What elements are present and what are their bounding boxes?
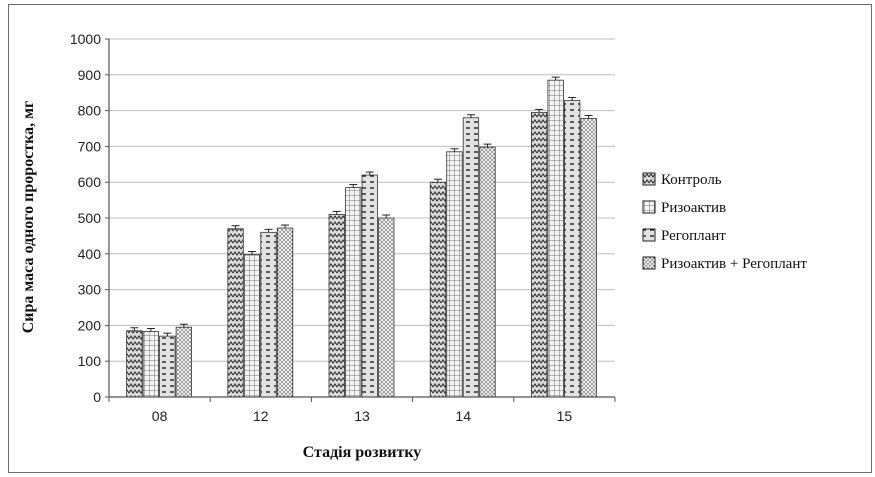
chart-frame: 0 100 200 300 400 500 600 700 800 900 1000 08 12 13 1… <box>8 4 872 473</box>
bar <box>276 227 294 398</box>
bar <box>479 146 496 398</box>
y-tick-label: 500 <box>78 210 102 226</box>
x-tick-label: 14 <box>455 408 471 424</box>
legend-label: Ризоактив + Регоплант <box>661 256 807 272</box>
y-tick-label: 100 <box>78 353 102 369</box>
x-tick-label: 08 <box>152 408 168 424</box>
bar <box>547 79 564 398</box>
bar <box>580 118 597 398</box>
y-tick-label: 400 <box>78 246 102 262</box>
y-tick-label: 300 <box>78 282 102 298</box>
x-tick-label: 12 <box>253 408 269 424</box>
bars <box>126 76 597 398</box>
bar <box>175 326 193 398</box>
x-tick-label: 15 <box>557 408 573 424</box>
x-tick-label: 13 <box>354 408 370 424</box>
legend-label: Контроль <box>661 172 722 188</box>
bar <box>361 174 378 398</box>
legend-swatch <box>642 256 656 270</box>
y-tick-label: 200 <box>78 317 102 333</box>
bar <box>243 254 261 398</box>
y-tick-label: 700 <box>78 138 102 154</box>
bar <box>462 117 480 398</box>
y-axis-label: Сира маса одного проростка, мг <box>20 101 37 334</box>
bar <box>531 111 548 398</box>
bar <box>429 181 447 398</box>
x-tick-labels: 08 12 13 14 15 <box>152 408 573 424</box>
bar <box>345 187 362 398</box>
bar <box>126 330 143 398</box>
legend: Контроль Ризоактив Регоплант Ризоактив + Ре… <box>642 172 807 272</box>
bar <box>159 335 176 398</box>
bar <box>328 214 345 398</box>
bar <box>564 100 581 398</box>
legend-swatch <box>642 228 656 242</box>
bar <box>227 228 244 398</box>
y-tick-label: 0 <box>93 389 101 405</box>
legend-label: Ризоактив <box>661 200 726 216</box>
bar-chart: 0 100 200 300 400 500 600 700 800 900 1000 08 12 13 1… <box>20 31 807 461</box>
bar <box>378 217 395 398</box>
legend-label: Регоплант <box>661 228 726 244</box>
legend-swatch <box>642 172 656 186</box>
legend-swatch <box>642 200 656 214</box>
axes <box>105 38 616 402</box>
bar <box>260 231 277 398</box>
y-tick-label: 1000 <box>70 31 101 47</box>
bar <box>446 151 463 398</box>
y-tick-label: 800 <box>78 103 102 119</box>
y-tick-label: 600 <box>78 174 102 190</box>
bar <box>142 331 160 398</box>
y-tick-label: 900 <box>78 67 102 83</box>
x-axis-label: Стадія розвитку <box>303 444 422 461</box>
y-tick-labels: 0 100 200 300 400 500 600 700 800 900 1000 <box>70 31 101 405</box>
